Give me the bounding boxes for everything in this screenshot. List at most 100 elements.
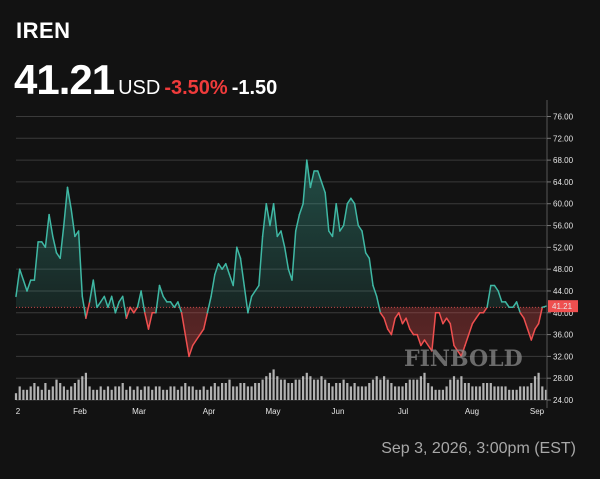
volume-bar bbox=[217, 386, 220, 400]
price-segment bbox=[350, 197, 356, 205]
price-segment bbox=[173, 301, 179, 309]
volume-bar bbox=[254, 383, 257, 400]
price-segment bbox=[136, 290, 142, 309]
price-segment bbox=[121, 295, 128, 319]
price-segment bbox=[530, 328, 536, 341]
volume-bar bbox=[276, 376, 279, 400]
price-segment bbox=[438, 312, 444, 325]
volume-bar bbox=[224, 383, 227, 400]
price-segment bbox=[162, 295, 168, 303]
volume-bar bbox=[59, 383, 62, 400]
volume-bar bbox=[140, 389, 143, 400]
volume-bar bbox=[210, 386, 213, 400]
price-segment bbox=[202, 312, 209, 330]
volume-bar bbox=[33, 383, 36, 400]
volume-bar bbox=[408, 379, 411, 400]
volume-bar bbox=[338, 383, 341, 400]
volume-bar bbox=[29, 386, 32, 400]
price-segment bbox=[526, 328, 533, 341]
volume-bar bbox=[541, 386, 544, 400]
volume-bar bbox=[44, 383, 47, 400]
price-segment bbox=[92, 279, 98, 309]
x-tick-label: Jun bbox=[332, 407, 345, 416]
price-segment bbox=[184, 333, 190, 358]
x-tick-label: Mar bbox=[132, 407, 146, 416]
volume-bar bbox=[147, 386, 150, 400]
volume-bar bbox=[121, 383, 124, 400]
price-segment bbox=[409, 328, 415, 336]
price-segment bbox=[357, 224, 363, 232]
volume-bar bbox=[187, 386, 191, 400]
price-segment bbox=[464, 333, 470, 347]
volume-bar bbox=[169, 386, 172, 400]
price-segment bbox=[18, 268, 25, 281]
price-segment bbox=[199, 328, 205, 336]
volume-bar bbox=[250, 386, 253, 400]
price-segment bbox=[44, 213, 50, 249]
price-segment bbox=[239, 257, 245, 287]
volume-bar bbox=[508, 389, 511, 400]
volume-bar bbox=[482, 383, 485, 400]
price-segment bbox=[276, 230, 282, 238]
volume-bar bbox=[118, 386, 121, 400]
price-segment bbox=[140, 290, 146, 314]
volume-bar bbox=[125, 389, 128, 400]
volume-bar bbox=[486, 383, 489, 400]
price-segment bbox=[33, 241, 39, 281]
volume-bar bbox=[88, 386, 91, 400]
volume-bar bbox=[394, 386, 397, 400]
change-absolute: -1.50 bbox=[231, 77, 278, 99]
price-segment bbox=[537, 306, 544, 325]
volume-bar bbox=[151, 389, 154, 400]
volume-bar bbox=[353, 383, 356, 400]
price-segment bbox=[445, 317, 452, 325]
price-segment bbox=[96, 301, 102, 309]
price-segment bbox=[155, 284, 161, 314]
volume-bar bbox=[519, 386, 522, 400]
volume-bar bbox=[184, 383, 187, 400]
volume-bar bbox=[515, 389, 518, 400]
price-segment bbox=[158, 284, 164, 298]
volume-bar bbox=[265, 376, 268, 400]
volume-bar bbox=[467, 383, 470, 400]
price-segment bbox=[519, 312, 525, 319]
price-segment bbox=[504, 301, 510, 309]
volume-bar bbox=[438, 389, 441, 400]
volume-bar bbox=[257, 383, 260, 400]
price-line-layer bbox=[15, 159, 547, 358]
price-segment bbox=[317, 170, 323, 183]
price-segment bbox=[394, 312, 400, 319]
volume-bar bbox=[298, 379, 301, 400]
price-segment bbox=[144, 312, 150, 330]
x-tick-label: Jul bbox=[398, 407, 408, 416]
price-segment bbox=[361, 230, 367, 254]
x-tick-label: May bbox=[265, 407, 280, 416]
last-price-label: 41.21 bbox=[552, 302, 573, 311]
timestamp: Sep 3, 2026, 3:00pm (EST) bbox=[381, 440, 576, 457]
price-segment bbox=[306, 159, 312, 189]
price-segment bbox=[221, 262, 227, 270]
volume-bar bbox=[475, 386, 478, 400]
volume-bar bbox=[504, 386, 507, 400]
volume-bar bbox=[302, 376, 305, 400]
volume-bar bbox=[533, 376, 537, 400]
price-segment bbox=[59, 224, 65, 260]
volume-bar bbox=[70, 386, 73, 400]
price-segment bbox=[70, 208, 76, 238]
price-segment bbox=[52, 235, 58, 254]
volume-bar bbox=[320, 376, 323, 400]
volume-bar bbox=[37, 386, 40, 400]
volume-bar bbox=[386, 379, 389, 400]
y-tick-label: 68.00 bbox=[553, 156, 574, 165]
volume-bar bbox=[55, 379, 58, 400]
price-segment bbox=[497, 290, 503, 303]
volume-bar bbox=[268, 372, 272, 400]
volume-bar bbox=[132, 389, 135, 400]
price-segment bbox=[63, 186, 69, 227]
volume-bar bbox=[460, 376, 463, 400]
volume-bar bbox=[18, 386, 21, 400]
volume-bar bbox=[261, 379, 264, 400]
price-segment bbox=[398, 312, 404, 325]
price-segment bbox=[467, 322, 474, 336]
volume-bar bbox=[202, 386, 205, 400]
